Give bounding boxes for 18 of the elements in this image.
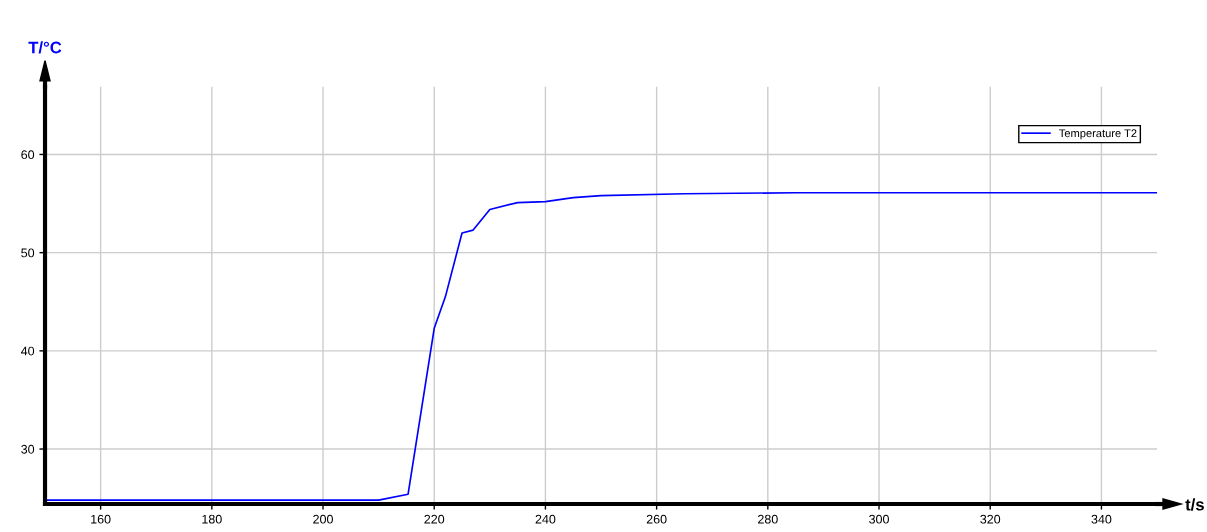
y-tick-label: 50 [21,248,35,258]
x-tick-label: 280 [758,514,778,524]
y-axis-title: T/°C [28,41,62,54]
x-tick-label: 340 [1091,514,1112,524]
y-tick-label: 30 [21,444,35,454]
y-tick-label: 40 [20,346,35,356]
x-tick-label: 180 [202,514,222,524]
x-tick-label: 160 [91,514,111,524]
line-series [45,191,1158,501]
x-tick-label: 260 [646,514,667,524]
x-tick-label: 220 [424,514,445,524]
x-tick-label: 240 [535,514,556,524]
x-tick-label: 320 [980,514,1001,524]
x-tick-label: 300 [869,514,889,524]
x-axis-title: t/s [1185,498,1204,511]
y-tick-label: 60 [21,150,35,160]
x-tick-label: 200 [313,514,333,524]
legend-label: Temperature T2 [1059,129,1137,140]
